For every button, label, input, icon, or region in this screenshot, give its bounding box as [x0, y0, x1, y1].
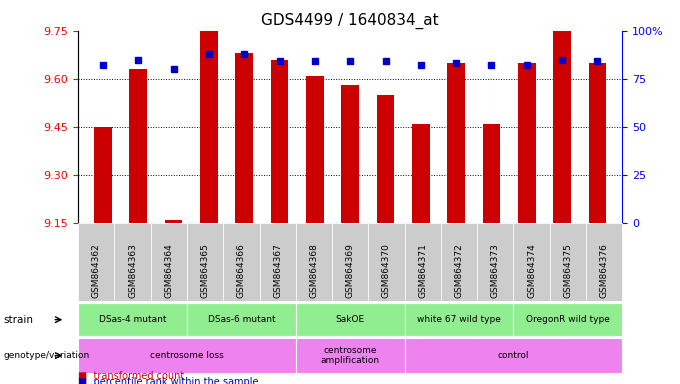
Text: DSas-6 mutant: DSas-6 mutant [207, 315, 275, 324]
Bar [405, 338, 622, 373]
Bar [129, 69, 147, 223]
Text: GSM864367: GSM864367 [273, 243, 282, 298]
Text: white 67 wild type: white 67 wild type [417, 315, 501, 324]
Text: GSM864365: GSM864365 [201, 243, 209, 298]
Bar [586, 223, 622, 301]
Bar [518, 63, 536, 223]
Title: GDS4499 / 1640834_at: GDS4499 / 1640834_at [261, 13, 439, 29]
Bar [589, 63, 607, 223]
Bar [513, 223, 549, 301]
Text: GSM864376: GSM864376 [600, 243, 609, 298]
Text: centrosome
amplification: centrosome amplification [321, 346, 379, 365]
Text: control: control [498, 351, 529, 360]
Bar [271, 60, 288, 223]
Bar [78, 338, 296, 373]
Text: GSM864371: GSM864371 [418, 243, 427, 298]
Text: GSM864364: GSM864364 [165, 243, 173, 298]
Bar [296, 338, 405, 373]
Bar [260, 223, 296, 301]
Text: GSM864375: GSM864375 [563, 243, 573, 298]
Bar [377, 95, 394, 223]
Bar [200, 31, 218, 223]
Text: DSas-4 mutant: DSas-4 mutant [99, 315, 167, 324]
Bar [235, 53, 253, 223]
Text: GSM864372: GSM864372 [454, 243, 464, 298]
Text: GSM864366: GSM864366 [237, 243, 246, 298]
Bar [554, 31, 571, 223]
Bar [549, 223, 586, 301]
Bar [296, 223, 332, 301]
Bar [165, 220, 182, 223]
Bar [78, 223, 114, 301]
Text: ■  percentile rank within the sample: ■ percentile rank within the sample [78, 377, 258, 384]
Text: OregonR wild type: OregonR wild type [526, 315, 610, 324]
Bar [405, 303, 513, 336]
Bar [187, 223, 223, 301]
Bar [78, 303, 187, 336]
Bar [477, 223, 513, 301]
Bar [483, 124, 500, 223]
Bar [447, 63, 465, 223]
Text: GSM864370: GSM864370 [382, 243, 391, 298]
Text: GSM864374: GSM864374 [527, 243, 536, 298]
Bar [187, 303, 296, 336]
Bar [306, 76, 324, 223]
Text: strain: strain [3, 314, 33, 325]
Bar [369, 223, 405, 301]
Text: GSM864362: GSM864362 [92, 243, 101, 298]
Bar [412, 124, 430, 223]
Bar [441, 223, 477, 301]
Bar [94, 127, 112, 223]
Bar [405, 223, 441, 301]
Bar [296, 303, 405, 336]
Text: GSM864373: GSM864373 [491, 243, 500, 298]
Bar [151, 223, 187, 301]
Text: GSM864368: GSM864368 [309, 243, 318, 298]
Text: GSM864369: GSM864369 [345, 243, 355, 298]
Bar [341, 85, 359, 223]
Bar [114, 223, 151, 301]
Text: SakOE: SakOE [336, 315, 364, 324]
Text: GSM864363: GSM864363 [128, 243, 137, 298]
Text: centrosome loss: centrosome loss [150, 351, 224, 360]
Bar [332, 223, 369, 301]
Bar [513, 303, 622, 336]
Text: ■  transformed count: ■ transformed count [78, 371, 184, 381]
Text: genotype/variation: genotype/variation [3, 351, 90, 360]
Bar [223, 223, 260, 301]
